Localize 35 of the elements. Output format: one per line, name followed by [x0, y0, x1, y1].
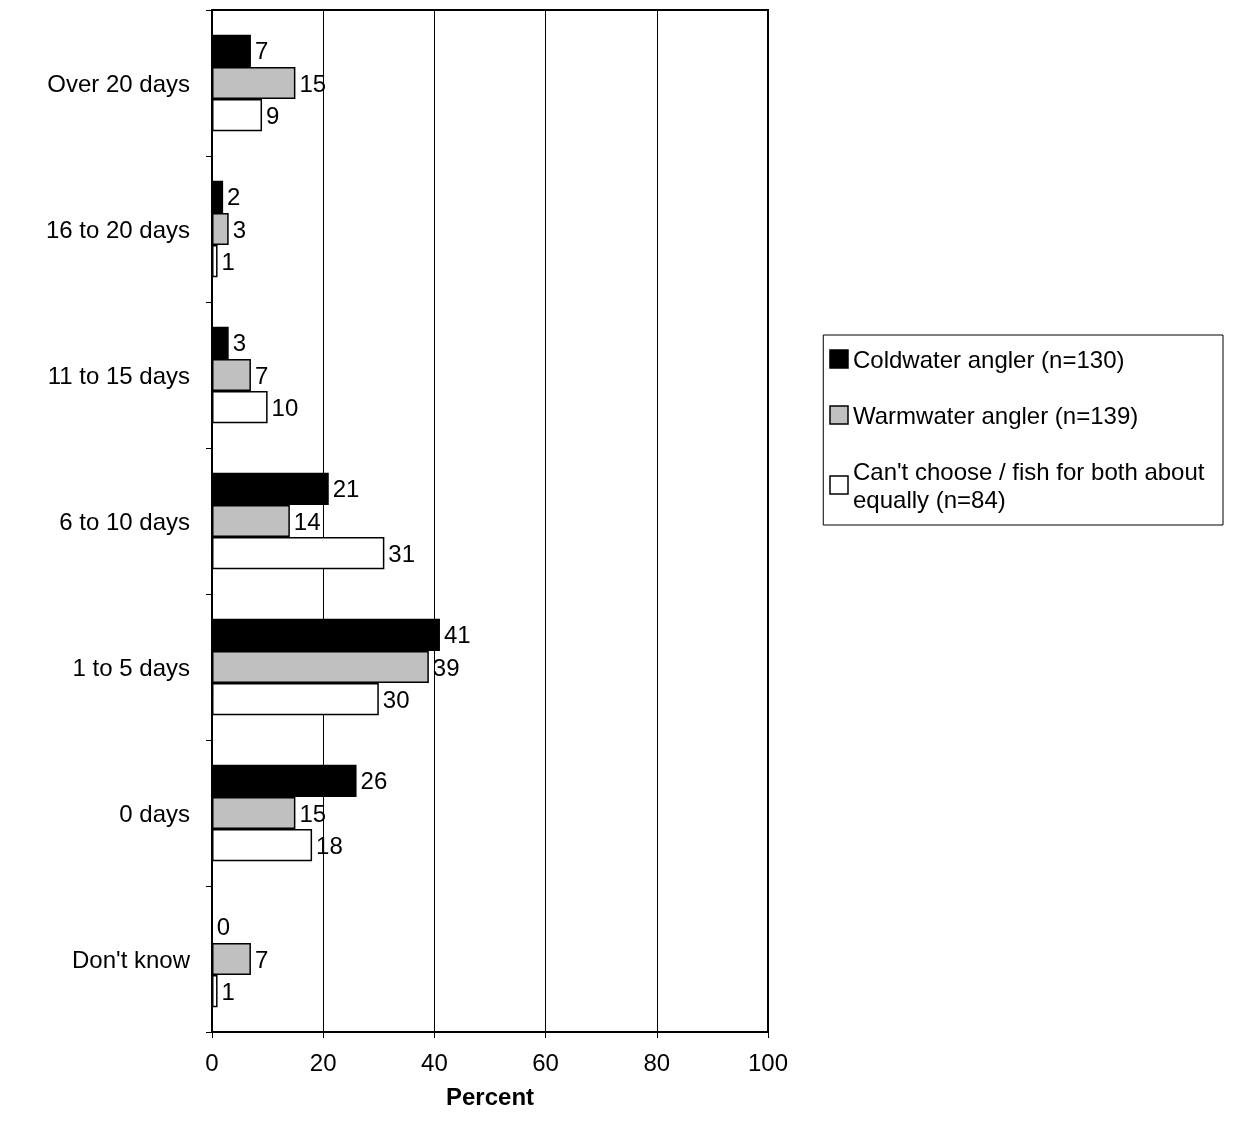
data-label: 3	[232, 329, 247, 357]
data-label: 31	[388, 539, 416, 567]
data-label: 7	[254, 37, 269, 65]
legend-label: Warmwater angler (n=139)	[853, 401, 1139, 429]
data-label: 26	[360, 767, 388, 795]
data-label: 10	[271, 393, 299, 421]
data-label: 7	[254, 945, 269, 973]
y-tick-label: Don't know	[72, 945, 191, 973]
y-tick-label: 1 to 5 days	[72, 653, 190, 681]
data-label: 3	[232, 215, 247, 243]
x-tick-label: 60	[532, 1048, 559, 1076]
data-label: 14	[293, 507, 321, 535]
legend-label: Coldwater angler (n=130)	[853, 345, 1125, 373]
x-tick-label: 80	[643, 1048, 671, 1076]
x-tick-label: 0	[205, 1048, 219, 1076]
data-label: 0	[216, 913, 231, 941]
legend-label: Can't choose / fish for both about equally (n=84)	[853, 457, 1212, 513]
y-tick-label: 6 to 10 days	[59, 507, 190, 535]
data-label: 2	[227, 183, 241, 211]
y-tick-label: 16 to 20 days	[45, 215, 190, 243]
data-label: 1	[221, 977, 235, 1005]
y-tick-label: 11 to 15 days	[47, 361, 190, 389]
data-label: 7	[254, 361, 269, 389]
data-label: 39	[432, 653, 460, 681]
data-label: 30	[382, 685, 410, 713]
x-axis-title: Percent	[445, 1082, 535, 1110]
y-tick-label: Over 20 days	[47, 69, 190, 97]
y-tick-label: 0 days	[119, 799, 190, 827]
x-tick-label: 100	[747, 1048, 789, 1076]
x-tick-label: 40	[421, 1048, 448, 1076]
data-label: 21	[332, 475, 360, 503]
data-label: 1	[221, 247, 235, 275]
data-label: 41	[443, 621, 471, 649]
x-tick-label: 20	[309, 1048, 337, 1076]
data-label: 9	[266, 101, 280, 129]
